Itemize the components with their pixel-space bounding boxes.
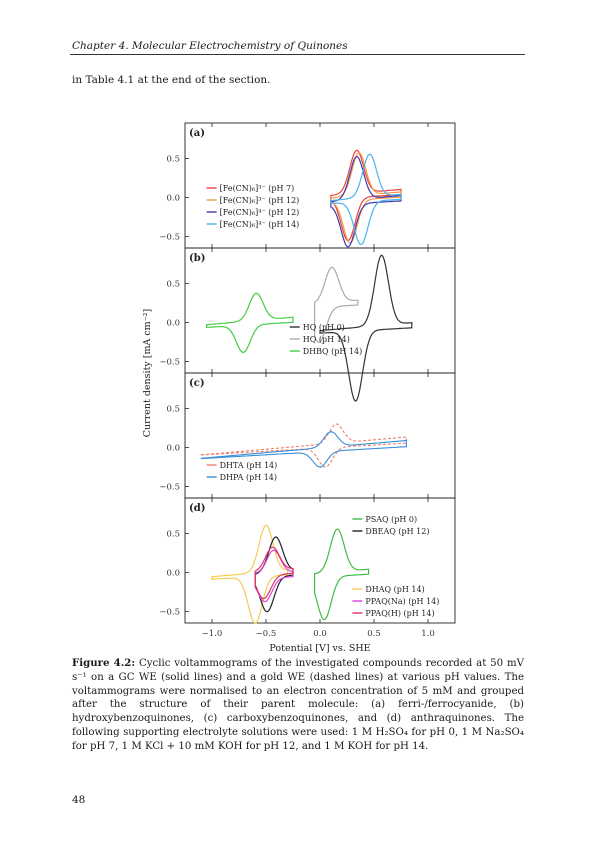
- cv-curve-d-dhaq: [211, 524, 289, 625]
- cv-curve-d-ppaqna: [254, 549, 294, 603]
- panel-tag-3: (d): [189, 503, 205, 514]
- legend-d-bottom-label-1: PPAQ(Na) (pH 14): [365, 597, 439, 606]
- legend-a-label-3: [Fe(CN)₆]⁴⁻ (pH 14): [220, 220, 300, 229]
- legend-d-bottom-label-2: PPAQ(H) (pH 14): [365, 609, 434, 618]
- intro-text: in Table 4.1 at the end of the section.: [72, 74, 271, 86]
- y-tick-label: 0.0: [166, 194, 180, 204]
- y-tick-label: 0.0: [166, 444, 180, 454]
- legend-d-top-label-1: DBEAQ (pH 12): [365, 527, 429, 536]
- legend-c-label-1: DHPA (pH 14): [220, 473, 277, 482]
- y-tick-label: 0.5: [166, 155, 180, 165]
- header-rule: [70, 54, 525, 55]
- y-axis-label: Current density [mA cm⁻²]: [142, 309, 153, 437]
- legend-b-label-2: DHBQ (pH 14): [303, 347, 362, 356]
- panel-tag-2: (c): [189, 378, 205, 389]
- y-tick-label: 0.0: [166, 569, 180, 579]
- legend-b-label-0: HQ (pH 0): [303, 323, 345, 332]
- y-tick-label: 0.5: [166, 405, 180, 415]
- cv-curve-a-2: [330, 155, 402, 248]
- figure-4-2: (a) 0.5 0.0 −0.5 (b) 0.5 0.0 −0.5 (c) 0.5 0.0 −0.5 (…: [130, 115, 460, 660]
- y-tick-label: 0.5: [166, 280, 180, 290]
- x-tick-label: −0.5: [256, 629, 277, 639]
- x-tick-label: 1.0: [421, 629, 435, 639]
- running-header: Chapter 4. Molecular Electrochemistry of…: [72, 40, 348, 52]
- legend-a-label-2: [Fe(CN)₆]⁴⁻ (pH 12): [220, 208, 300, 217]
- y-tick-label: 0.0: [166, 319, 180, 329]
- cv-curve-d-psaq: [314, 528, 370, 621]
- caption-text: Cyclic voltammograms of the investigated…: [72, 658, 524, 752]
- legend-b-label-1: HQ (pH 14): [303, 335, 350, 344]
- x-axis-label: Potential [V] vs. SHE: [269, 643, 370, 654]
- panel-tag-1: (b): [189, 253, 205, 264]
- x-tick-label: 0.5: [367, 629, 381, 639]
- y-tick-label: −0.5: [159, 608, 180, 618]
- x-tick-label: 0.0: [313, 629, 327, 639]
- cv-curve-b-1: [314, 266, 359, 344]
- cv-curve-c-0: [200, 423, 407, 468]
- legend-c-label-0: DHTA (pH 14): [220, 461, 278, 470]
- y-tick-label: −0.5: [159, 358, 180, 368]
- cv-curve-c-1: [200, 430, 407, 468]
- legend-d-top-label-0: PSAQ (pH 0): [365, 515, 417, 524]
- cv-figure-svg: (a) 0.5 0.0 −0.5 (b) 0.5 0.0 −0.5 (c) 0.5 0.0 −0.5 (…: [142, 122, 456, 654]
- cv-curve-b-2: [206, 292, 294, 354]
- panel-tag-0: (a): [189, 128, 205, 139]
- legend-a-label-1: [Fe(CN)₆]³⁻ (pH 12): [220, 196, 300, 205]
- page-number: 48: [72, 794, 86, 806]
- y-tick-label: 0.5: [166, 530, 180, 540]
- caption-label: Figure 4.2:: [72, 657, 136, 669]
- legend-d-bottom-label-0: DHAQ (pH 14): [365, 585, 424, 594]
- cv-curve-d-ppaqh: [254, 546, 294, 600]
- cv-curve-a-3: [330, 153, 402, 246]
- x-tick-label: −1.0: [202, 629, 223, 639]
- cv-curve-b-0: [319, 254, 413, 402]
- y-tick-label: −0.5: [159, 233, 180, 243]
- y-tick-label: −0.5: [159, 483, 180, 493]
- legend-a-label-0: [Fe(CN)₆]³⁻ (pH 7): [220, 184, 295, 193]
- figure-caption: Figure 4.2: Cyclic voltammograms of the …: [72, 657, 524, 754]
